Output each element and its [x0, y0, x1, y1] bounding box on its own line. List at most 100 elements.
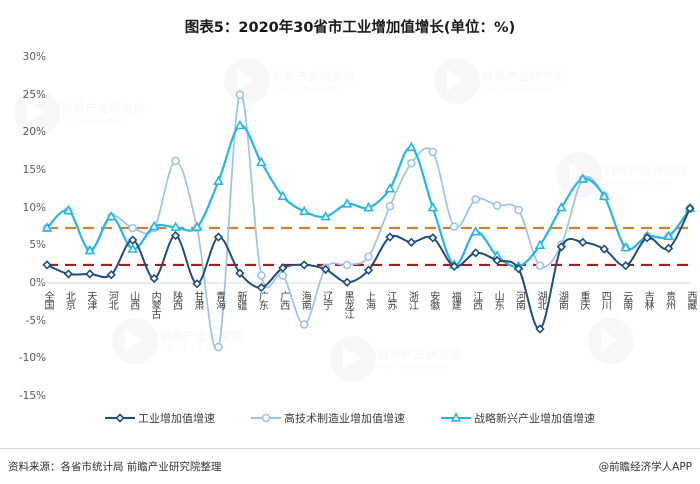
- data-point-marker: [427, 201, 439, 212]
- legend-label: 战略新兴产业增加值增速: [474, 412, 595, 425]
- data-point-marker: [192, 279, 202, 289]
- data-point-marker: [321, 264, 331, 275]
- data-point-marker: [42, 260, 52, 270]
- y-axis-labels: 30% 25% 20% 15% 10% 5% 0% -5% -10% -15%: [0, 0, 46, 484]
- data-point-marker: [342, 277, 352, 287]
- y-axis-tick-label: -5%: [25, 314, 46, 327]
- data-point-marker: [363, 201, 374, 212]
- data-point-marker: [449, 222, 459, 231]
- data-point-marker: [578, 237, 588, 247]
- data-point-marker: [577, 173, 589, 183]
- series-diamond: [42, 203, 695, 334]
- data-point-marker: [261, 413, 271, 423]
- data-point-marker: [235, 90, 245, 99]
- data-point-marker: [171, 156, 180, 166]
- data-point-marker: [685, 203, 695, 214]
- data-point-marker: [256, 156, 267, 167]
- data-point-marker: [556, 201, 567, 212]
- y-axis-tick-label: 15%: [22, 164, 46, 176]
- data-point-marker: [471, 248, 481, 258]
- chart-title: 图表5：2020年30省市工业增加值增长(单位：%): [184, 20, 516, 36]
- data-point-marker: [406, 141, 417, 152]
- footer: 资料来源：各省市统计局 前瞻产业研究院整理 @前瞻经济学人APP: [0, 448, 700, 484]
- y-axis-tick-label: -15%: [18, 390, 46, 402]
- series-triangle: [41, 119, 696, 271]
- data-point-marker: [85, 269, 95, 279]
- y-axis-tick-label: 0%: [29, 277, 46, 289]
- y-axis-tick-label: 25%: [22, 88, 46, 101]
- data-point-marker: [599, 190, 610, 201]
- data-point-marker: [492, 201, 502, 210]
- data-point-marker: [63, 269, 74, 279]
- data-point-marker: [106, 210, 117, 221]
- data-point-marker: [406, 237, 416, 247]
- data-point-marker: [428, 233, 438, 243]
- series-circle: [42, 90, 695, 352]
- y-axis-tick-label: 10%: [22, 201, 46, 214]
- data-point-marker: [663, 243, 674, 253]
- data-point-marker: [41, 222, 53, 232]
- y-axis-tick-label: 20%: [22, 126, 46, 139]
- app-tag: @前瞻经济学人APP: [598, 461, 692, 473]
- data-point-marker: [385, 232, 395, 242]
- legend-marker-diamond-icon: [105, 413, 135, 423]
- data-point-marker: [235, 268, 245, 278]
- data-point-marker: [599, 244, 609, 254]
- data-point-marker: [320, 210, 331, 221]
- legend-item[interactable]: 高技术制造业增加值增速: [251, 410, 405, 426]
- series-line: [46, 93, 691, 351]
- data-point-marker: [149, 273, 159, 284]
- data-point-marker: [407, 158, 416, 168]
- data-point-marker: [450, 412, 462, 422]
- data-point-marker: [213, 175, 224, 185]
- y-axis-tick-label: -10%: [18, 352, 46, 365]
- chart-legend: 工业增加值增速 高技术制造业增加值增速 战略新兴产业增加值增速: [0, 410, 700, 426]
- data-point-marker: [449, 261, 459, 272]
- data-point-marker: [535, 261, 545, 270]
- legend-item[interactable]: 战略新兴产业增加值增速: [441, 410, 595, 426]
- data-point-marker: [492, 255, 502, 266]
- y-axis-tick-label: 5%: [29, 239, 46, 252]
- data-point-marker: [299, 260, 309, 270]
- data-point-marker: [620, 241, 631, 252]
- data-point-marker: [471, 195, 480, 204]
- data-point-marker: [342, 260, 352, 270]
- data-point-marker: [128, 223, 138, 233]
- source-text: 资料来源：各省市统计局 前瞻产业研究院整理: [8, 461, 222, 473]
- data-point-marker: [298, 205, 310, 216]
- data-point-marker: [278, 263, 288, 273]
- data-point-marker: [148, 220, 160, 231]
- data-point-marker: [213, 232, 224, 242]
- data-point-marker: [127, 243, 138, 253]
- data-point-marker: [84, 244, 96, 255]
- data-point-marker: [534, 239, 546, 250]
- data-point-marker: [341, 198, 353, 208]
- data-point-marker: [385, 201, 395, 211]
- data-point-marker: [514, 205, 523, 215]
- data-point-marker: [214, 342, 223, 352]
- series-line: [45, 124, 692, 268]
- data-point-marker: [363, 265, 374, 275]
- y-axis-tick-label: 30%: [22, 51, 46, 63]
- data-point-marker: [257, 271, 266, 280]
- data-point-marker: [470, 226, 481, 236]
- data-point-marker: [63, 204, 74, 215]
- data-point-marker: [535, 324, 545, 334]
- data-point-marker: [278, 271, 288, 280]
- data-point-marker: [299, 320, 309, 329]
- data-point-marker: [277, 190, 289, 201]
- data-point-marker: [663, 230, 674, 240]
- data-point-marker: [621, 261, 631, 271]
- legend-marker-triangle-icon: [441, 412, 471, 422]
- data-point-marker: [191, 221, 203, 231]
- legend-label: 高技术制造业增加值增速: [284, 412, 405, 425]
- data-point-marker: [170, 230, 181, 241]
- data-point-marker: [170, 221, 181, 231]
- data-point-marker: [115, 413, 125, 423]
- legend-item[interactable]: 工业增加值增速: [105, 410, 215, 426]
- data-point-marker: [234, 119, 246, 130]
- data-point-marker: [128, 235, 138, 245]
- data-point-marker: [384, 183, 396, 193]
